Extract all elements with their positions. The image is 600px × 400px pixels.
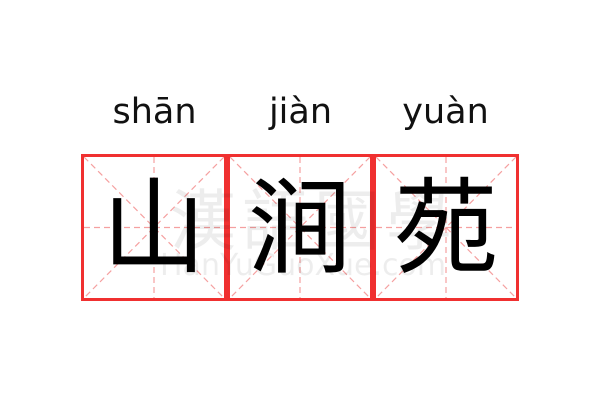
character-grid: 山 涧 苑	[81, 154, 519, 301]
guide-lines	[376, 157, 516, 298]
pinyin-3: yuàn	[402, 92, 489, 132]
hanzi-2: 涧	[247, 166, 352, 289]
guide-lines	[84, 157, 224, 298]
pinyin-2: jiàn	[268, 92, 333, 132]
guide-lines	[230, 157, 370, 298]
pinyin-1: shān	[112, 92, 197, 132]
character-cell-2: 涧	[227, 154, 373, 301]
hanzi-3: 苑	[393, 166, 498, 289]
character-cell-3: 苑	[373, 154, 519, 301]
hanzi-1: 山	[101, 166, 206, 289]
character-cell-1: 山	[81, 154, 227, 301]
